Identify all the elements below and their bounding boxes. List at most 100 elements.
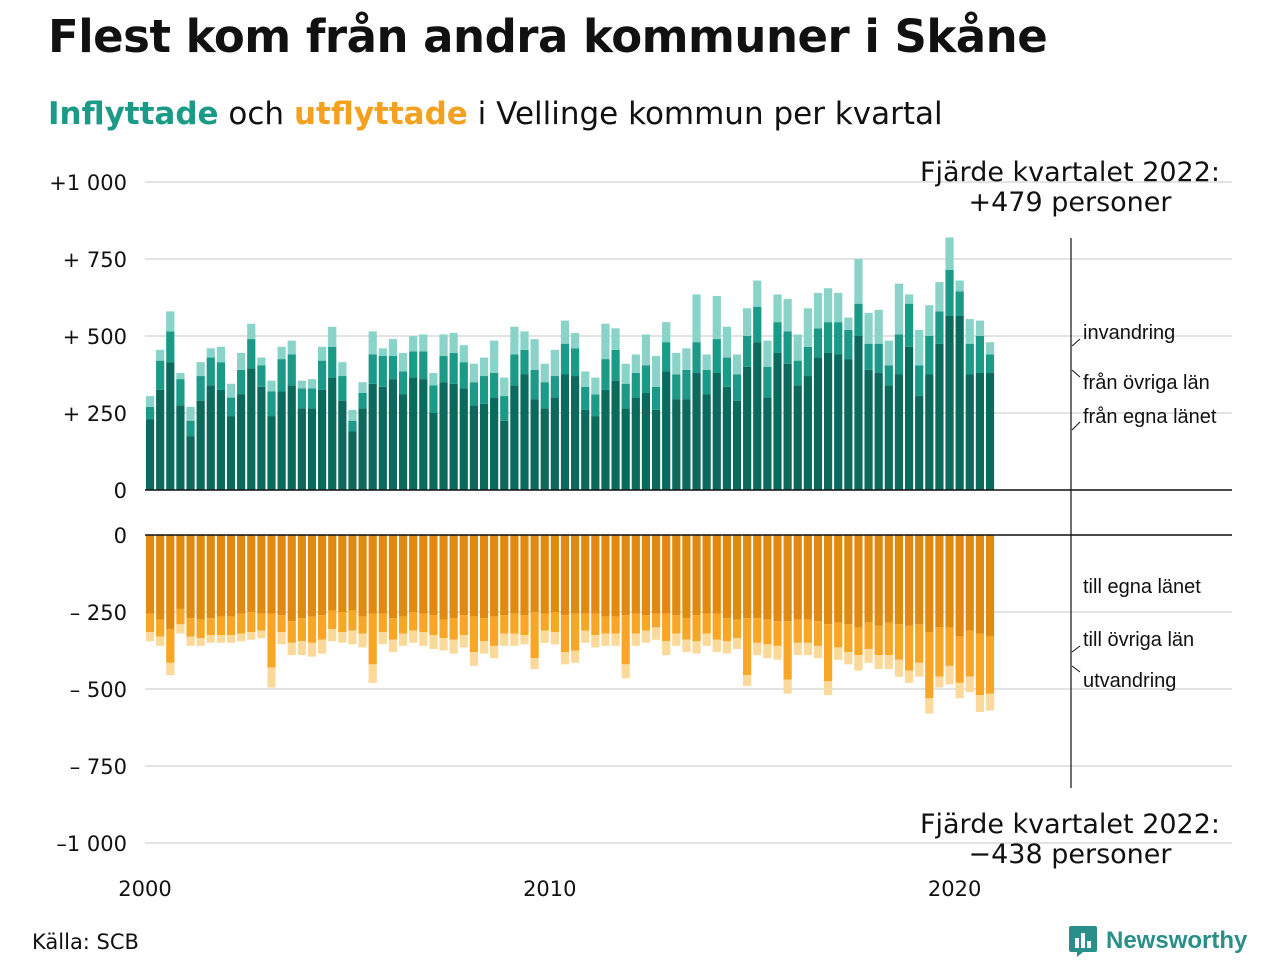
bar-out-ovriga	[348, 610, 357, 631]
bar-in-invandring	[864, 312, 873, 344]
bar-in-ovriga	[247, 339, 256, 369]
bar-out-utvandring	[621, 664, 630, 679]
bar-in-invandring	[682, 348, 691, 370]
gridlines	[145, 181, 1232, 844]
bar-in-ovriga	[560, 343, 570, 375]
xtick-label: 2020	[928, 877, 981, 901]
bar-in-invandring	[287, 340, 296, 355]
bar-out-ovriga	[803, 619, 812, 643]
bar-in-ovriga	[824, 322, 833, 353]
bar-in-egna	[388, 379, 398, 490]
bar-out-egna	[925, 535, 934, 633]
bar-out-egna	[530, 535, 539, 612]
bar-in-invandring	[388, 339, 398, 357]
bar-out-egna	[722, 535, 731, 619]
bar-in-ovriga	[965, 343, 974, 375]
bar-in-ovriga	[267, 391, 276, 417]
bar-in-invandring	[834, 292, 843, 323]
bar-in-ovriga	[662, 342, 671, 372]
bar-in-ovriga	[803, 346, 812, 377]
bar-out-egna	[297, 535, 306, 619]
bar-in-egna	[824, 352, 833, 490]
bar-out-egna	[662, 535, 671, 614]
bar-out-egna	[712, 535, 721, 614]
bar-in-ovriga	[834, 322, 843, 355]
bar-out-egna	[449, 535, 458, 619]
bar-out-ovriga	[530, 612, 539, 659]
bar-in-egna	[864, 369, 873, 490]
bar-in-ovriga	[358, 392, 367, 409]
bar-out-ovriga	[753, 618, 762, 643]
bar-out-ovriga	[662, 613, 671, 642]
bar-in-ovriga	[763, 366, 772, 398]
bar-in-ovriga	[894, 334, 904, 375]
bar-in-invandring	[783, 299, 792, 332]
bar-in-ovriga	[793, 360, 802, 386]
bar-in-invandring	[560, 320, 570, 344]
bar-in-invandring	[793, 334, 802, 361]
ytick-label-top: + 750	[63, 248, 127, 272]
bar-out-egna	[672, 535, 681, 616]
bar-in-ovriga	[975, 336, 984, 373]
bar-out-egna	[348, 535, 357, 611]
bar-out-egna	[490, 535, 499, 617]
bar-out-ovriga	[560, 615, 570, 653]
bar-out-ovriga	[186, 618, 195, 637]
bar-in-egna	[813, 357, 823, 490]
xtick-label: 2010	[523, 877, 576, 901]
bar-out-egna	[540, 535, 549, 614]
bar-in-egna	[216, 389, 225, 490]
bar-in-egna	[925, 374, 934, 490]
bar-out-utvandring	[844, 652, 853, 665]
bar-in-ovriga	[479, 376, 489, 404]
bar-out-utvandring	[307, 642, 317, 657]
bar-out-utvandring	[722, 641, 731, 654]
bar-in-ovriga	[915, 365, 924, 397]
leader-till-ovriga-lan	[1071, 645, 1081, 653]
bar-out-egna	[965, 535, 974, 631]
bar-out-utvandring	[763, 644, 772, 659]
bar-out-egna	[581, 535, 590, 614]
bar-out-utvandring	[672, 633, 681, 646]
bar-in-ovriga	[196, 376, 205, 401]
bar-out-utvandring	[479, 641, 489, 654]
ytick-label-top: 0	[114, 479, 127, 503]
subtitle-out-word: utflyttade	[293, 96, 468, 132]
bar-in-ovriga	[864, 343, 873, 370]
bar-in-ovriga	[935, 311, 944, 344]
bar-out-egna	[520, 535, 529, 616]
bar-out-ovriga	[793, 619, 802, 643]
bar-in-ovriga	[206, 357, 215, 386]
bar-out-egna	[591, 535, 600, 614]
bar-in-ovriga	[368, 354, 377, 384]
bar-in-egna	[601, 389, 610, 490]
bar-in-egna	[894, 374, 904, 490]
bar-out-utvandring	[328, 628, 337, 642]
bar-in-invandring	[348, 409, 357, 421]
bar-out-ovriga	[975, 633, 984, 696]
bar-in-invandring	[166, 311, 175, 332]
bar-in-invandring	[904, 294, 914, 304]
bar-out-ovriga	[874, 625, 883, 656]
bar-out-utvandring	[824, 681, 833, 696]
bar-out-ovriga	[783, 621, 792, 680]
bar-out-ovriga	[257, 613, 266, 631]
bar-in-ovriga	[985, 354, 995, 373]
bar-out-egna	[338, 535, 347, 612]
bar-out-utvandring	[297, 641, 306, 656]
bar-in-egna	[854, 336, 863, 490]
bar-out-ovriga	[398, 616, 408, 634]
bar-in-ovriga	[692, 342, 701, 373]
bar-out-ovriga	[206, 618, 215, 636]
migration-chart: 0 + 250 + 500 + 750 +1 000 0 – 250 – 500 – 750 –1…	[49, 157, 1232, 901]
bar-out-ovriga	[601, 616, 610, 634]
bar-in-ovriga	[904, 303, 914, 347]
bar-in-invandring	[621, 363, 630, 384]
ytick-label-bottom: –1 000	[56, 832, 127, 856]
bar-in-egna	[935, 343, 944, 490]
bar-out-utvandring	[206, 635, 215, 643]
bar-in-egna	[429, 413, 438, 490]
bar-in-egna	[186, 436, 195, 490]
bar-in-egna	[530, 399, 539, 490]
bar-in-invandring	[226, 383, 236, 398]
